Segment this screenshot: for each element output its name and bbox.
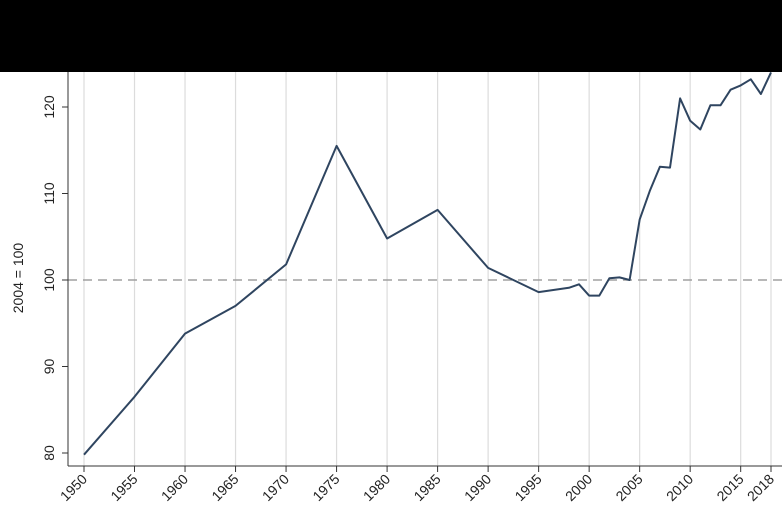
y-axis-title: 2004 = 100 xyxy=(10,243,26,314)
x-tick-label: 1960 xyxy=(158,471,191,504)
x-tick-label: 1965 xyxy=(208,471,241,504)
title-band xyxy=(0,0,782,72)
x-tick-label: 2010 xyxy=(663,471,696,504)
plot-background xyxy=(0,72,782,520)
grid-layer xyxy=(83,72,772,466)
x-tick-label: 1970 xyxy=(259,471,292,504)
y-tick-labels: 80 90 100 110 120 xyxy=(41,95,57,461)
x-tick-label: 2005 xyxy=(612,471,645,504)
x-tick-label: 1955 xyxy=(107,471,140,504)
y-tick-label: 90 xyxy=(41,359,57,375)
x-tick-label: 1975 xyxy=(309,471,342,504)
x-tick-label: 2018 xyxy=(744,471,777,504)
y-tick-label: 80 xyxy=(41,445,57,461)
y-tick-label: 100 xyxy=(41,268,57,292)
axis-layer xyxy=(62,72,782,472)
y-tick-label: 120 xyxy=(41,95,57,119)
x-tick-label: 2000 xyxy=(562,471,595,504)
x-tick-labels: 1950 1955 1960 1965 1970 1975 1980 1985 1990 1995… xyxy=(57,471,777,504)
x-tick-label: 1995 xyxy=(511,471,544,504)
x-tick-label: 2015 xyxy=(713,471,746,504)
y-tick-label: 110 xyxy=(41,182,57,205)
x-tick-label: 1990 xyxy=(461,471,494,504)
x-tick-label: 1950 xyxy=(57,471,90,504)
x-tick-label: 1985 xyxy=(410,471,443,504)
x-tick-label: 1980 xyxy=(360,471,393,504)
series-line xyxy=(83,71,772,456)
